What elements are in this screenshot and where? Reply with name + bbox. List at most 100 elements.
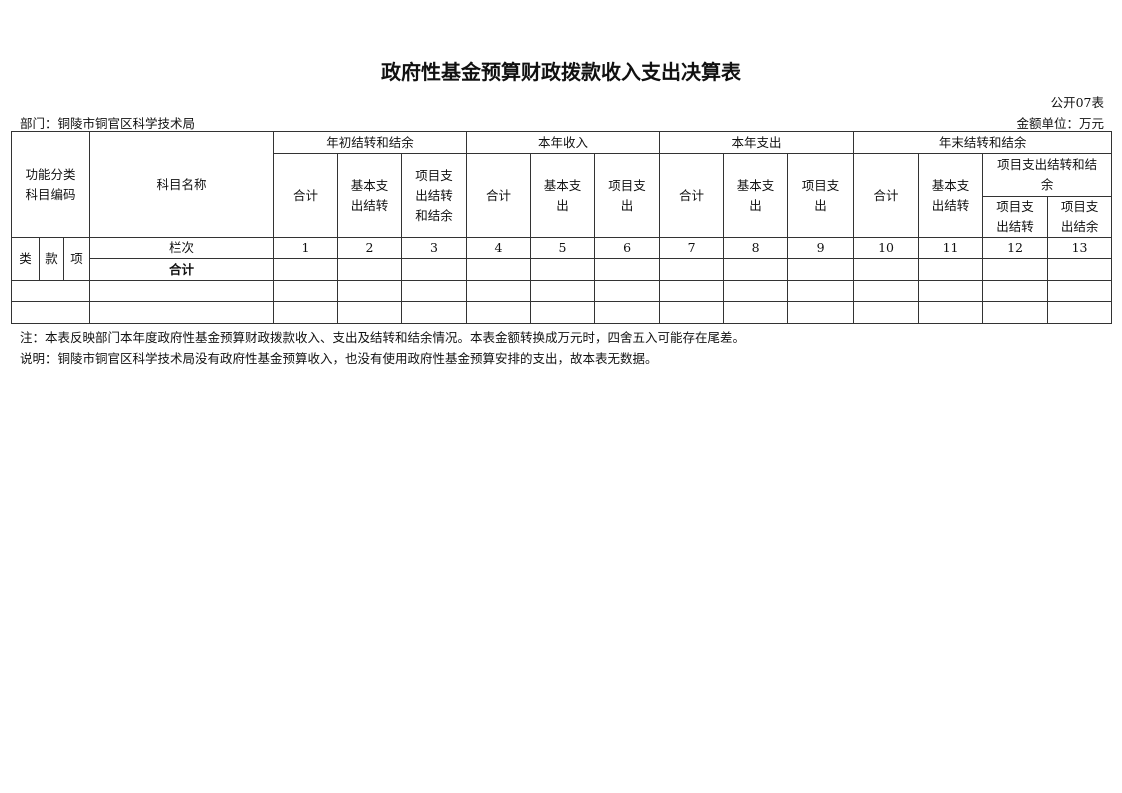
sub-header: 合计 — [853, 153, 920, 238]
value-cell — [723, 301, 789, 324]
value-cell — [982, 258, 1049, 281]
value-cell — [853, 301, 920, 324]
value-cell — [273, 280, 339, 302]
value-cell — [1047, 258, 1113, 281]
value-cell — [337, 258, 403, 281]
group-header: 本年支出 — [659, 131, 855, 154]
sub-header: 基本支出 — [530, 153, 596, 238]
value-cell — [918, 258, 984, 281]
group-header: 本年收入 — [466, 131, 661, 154]
cell-text-line: 合计 — [679, 187, 705, 203]
value-cell — [787, 258, 855, 281]
value-cell — [594, 301, 661, 324]
sub-header: 项目支 出结转 — [982, 196, 1049, 238]
column-number: 13 — [1047, 237, 1113, 259]
value-cell — [273, 301, 339, 324]
column-number: 5 — [530, 237, 596, 259]
total-label: 合计 — [89, 258, 275, 281]
code-cell — [10, 280, 91, 302]
sub-header: 项目支出 — [594, 153, 661, 238]
cell-text-line: 出结转 — [415, 187, 453, 203]
column-no-label: 栏次 — [89, 237, 275, 259]
value-cell — [723, 258, 789, 281]
cell-text-line: 合计 — [873, 187, 899, 203]
value-cell — [787, 280, 855, 302]
table-row: 类款项栏次 1 2 3 4 5 6 7 8 9 10 11 12 13 — [11, 237, 1113, 281]
sub-header: 项目支出结转和结余 — [982, 153, 1113, 197]
code-col-header: 类 — [11, 237, 40, 281]
value-cell — [530, 301, 596, 324]
cell-text-line: 合计 — [486, 187, 512, 203]
cell-text-line: 项目支 — [608, 177, 646, 193]
sub-header: 项目支出结转和结余 — [401, 153, 468, 238]
cell-text-line: 出 — [556, 197, 569, 213]
cell-text-line: 项目支出结转和结 — [997, 157, 1098, 172]
value-cell — [982, 301, 1049, 324]
column-number: 3 — [401, 237, 468, 259]
value-cell — [466, 301, 532, 324]
code-header: 功能分类 科目编码 — [10, 131, 91, 238]
cell-text-line: 基本支 — [931, 177, 970, 193]
sub-header: 合计 — [273, 153, 339, 238]
cell-text-line: 出 — [814, 197, 827, 213]
cell-text-line: 基本支 — [350, 177, 389, 193]
cell-text-line: 出 — [620, 197, 634, 213]
name-header: 科目名称 — [89, 131, 275, 238]
name-cell — [89, 301, 275, 324]
cell-text-line: 项目支 — [996, 199, 1034, 214]
value-cell — [530, 258, 596, 281]
value-cell — [466, 258, 532, 281]
value-cell — [853, 258, 920, 281]
value-cell — [918, 280, 984, 302]
sub-header: 项目支出 — [787, 153, 855, 238]
value-cell — [853, 280, 920, 302]
table-row: 合计 基本支 出结转 项目支 出结转 和结余 合计 基本支出项目支出合计 基本支出项目支出合计基… — [12, 153, 1113, 238]
column-number: 6 — [594, 237, 661, 259]
value-cell — [337, 301, 403, 324]
department-label: 部门：铜陵市铜官区科学技术局 — [20, 116, 196, 131]
cell-text-line: 出结转 — [350, 197, 389, 213]
cell-text-line: 科目编码 — [25, 186, 76, 202]
value-cell — [594, 280, 661, 302]
cell-text-line: 基本支 — [736, 177, 775, 193]
value-cell — [401, 258, 468, 281]
value-cell — [594, 258, 661, 281]
value-cell — [659, 301, 725, 324]
sub-header: 基本支 出结转 — [337, 153, 403, 238]
column-number: 2 — [337, 237, 403, 259]
value-cell — [787, 301, 855, 324]
group-header: 年初结转和结余 — [273, 131, 468, 154]
column-number: 1 — [273, 237, 339, 259]
page-title: 政府性基金预算财政拨款收入支出决算表 — [381, 60, 741, 84]
cell-text-line: 项目支 — [801, 177, 840, 193]
explanation-text: 说明：铜陵市铜官区科学技术局没有政府性基金预算收入，也没有使用政府性基金预算安排… — [20, 351, 658, 366]
cell-text-line: 出结转 — [931, 197, 970, 213]
sub-header: 基本支 出结转 — [918, 153, 984, 238]
note-text: 注：本表反映部门本年度政府性基金预算财政拨款收入、支出及结转和结余情况。本表金额… — [20, 330, 746, 345]
cell-text-line: 项目支 — [415, 167, 453, 183]
table-row: 合计 — [12, 258, 1113, 281]
sub-header: 合计 — [659, 153, 725, 238]
table-row — [10, 301, 1113, 324]
sub-header: 合计 — [466, 153, 532, 238]
value-cell — [918, 301, 984, 324]
table-row: 项目支 出结转 项目支 出结余 — [12, 196, 1113, 238]
value-cell — [337, 280, 403, 302]
cell-text-line: 基本支 — [543, 177, 582, 193]
code-cell — [10, 301, 91, 324]
unit-label: 金额单位：万元 — [1016, 116, 1104, 131]
sub-header: 基本支出 — [723, 153, 789, 238]
sub-header: 项目支 出结余 — [1047, 196, 1113, 238]
column-number: 7 — [659, 237, 725, 259]
cell-text-line: 出结余 — [1060, 219, 1099, 234]
column-number: 11 — [918, 237, 984, 259]
cell-text-line: 功能分类 — [25, 166, 76, 182]
cell-text-line: 和结余 — [415, 207, 453, 223]
budget-table: 功能分类 科目编码 科目名称 年初结转和结余 本年收入 本年支出 年末结转和结余 合计 基本支出… — [10, 131, 1113, 324]
cell-text-line: 项目支 — [1060, 199, 1099, 214]
name-cell — [89, 280, 275, 302]
cell-text-line: 出结转 — [996, 219, 1034, 234]
value-cell — [723, 280, 789, 302]
value-cell — [401, 280, 468, 302]
column-number: 8 — [723, 237, 789, 259]
